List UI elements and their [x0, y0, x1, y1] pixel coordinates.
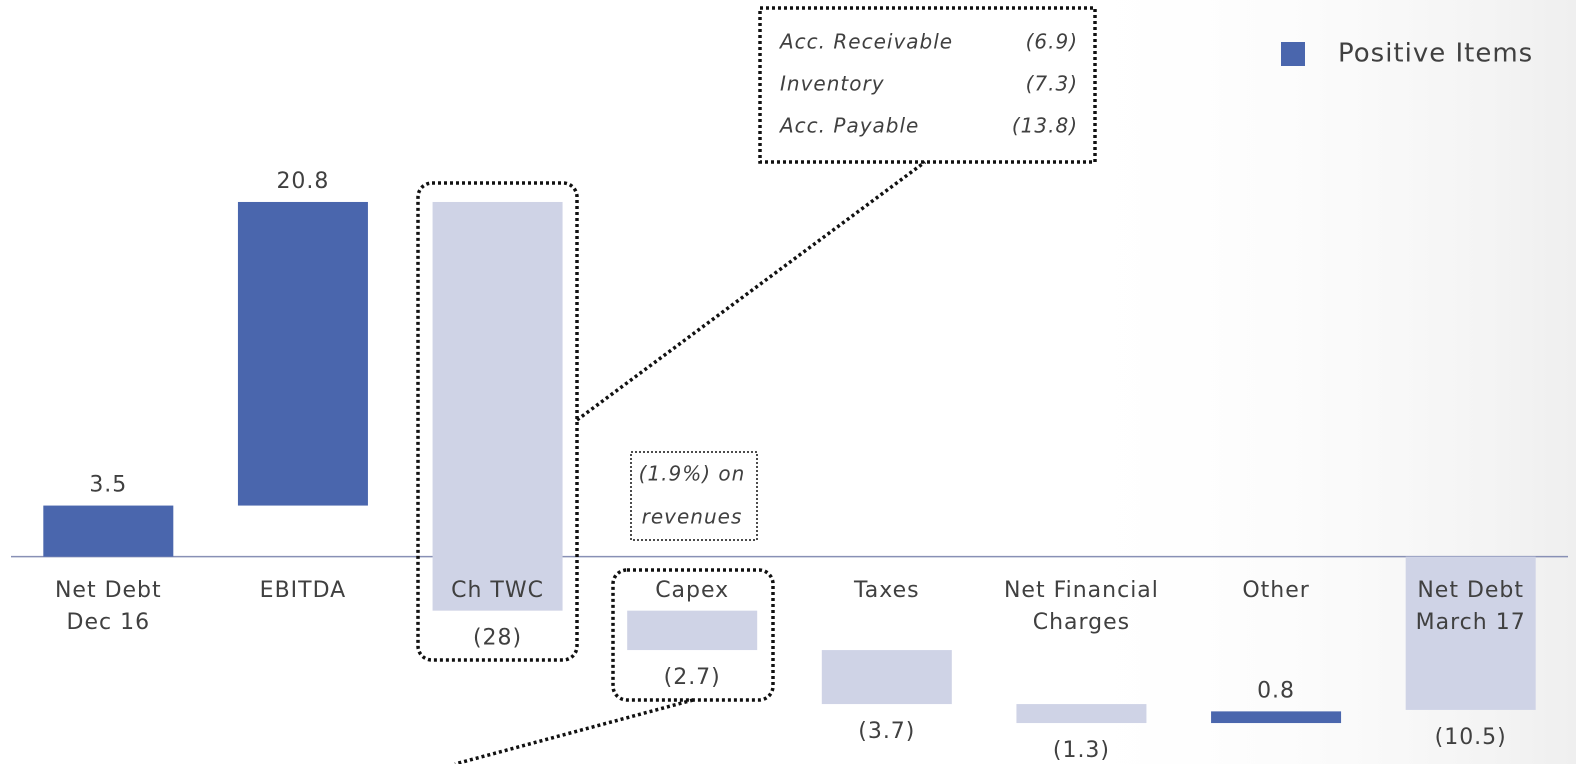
value-label: 0.8 [1257, 678, 1295, 703]
x-tick-label: Net Debt Dec 16 [55, 578, 162, 635]
value-label: (10.5) [1435, 725, 1507, 750]
x-tick-label: Other [1242, 578, 1309, 603]
bar [43, 505, 174, 557]
value-label: 3.5 [89, 473, 127, 498]
note-text: (1.9%) on [639, 462, 746, 486]
breakdown-label: Acc. Payable [778, 114, 919, 138]
bar [1211, 711, 1342, 724]
bar [821, 650, 952, 705]
breakdown-label: Acc. Receivable [778, 30, 953, 54]
x-tick-label: Ch TWC [451, 578, 544, 603]
breakdown-value: (7.3) [1026, 72, 1078, 96]
bar [237, 201, 368, 506]
value-label: (1.3) [1053, 738, 1110, 763]
value-label: (3.7) [858, 719, 915, 744]
x-tick-label: Capex [655, 578, 729, 603]
legend-label: Positive Items [1338, 39, 1533, 69]
note-text: revenues [642, 505, 743, 529]
breakdown-box [758, 6, 1097, 164]
bar [1405, 556, 1536, 710]
bar [432, 201, 563, 611]
value-label: (28) [473, 626, 522, 651]
value-label: 20.8 [276, 169, 329, 194]
breakdown-label: Inventory [780, 72, 885, 96]
callout-line [454, 698, 694, 764]
x-tick-label: Net Financial Charges [1004, 578, 1159, 635]
bar [627, 610, 758, 651]
x-tick-label: EBITDA [260, 578, 347, 603]
value-label: (2.7) [664, 665, 721, 690]
breakdown-value: (13.8) [1012, 114, 1078, 138]
x-tick-label: Net Debt March 17 [1416, 578, 1526, 635]
note-box [630, 451, 758, 541]
bar [1016, 704, 1147, 724]
callout-line [575, 160, 927, 422]
breakdown-value: (6.9) [1026, 30, 1078, 54]
x-tick-label: Taxes [853, 578, 920, 603]
legend-swatch [1281, 42, 1305, 66]
